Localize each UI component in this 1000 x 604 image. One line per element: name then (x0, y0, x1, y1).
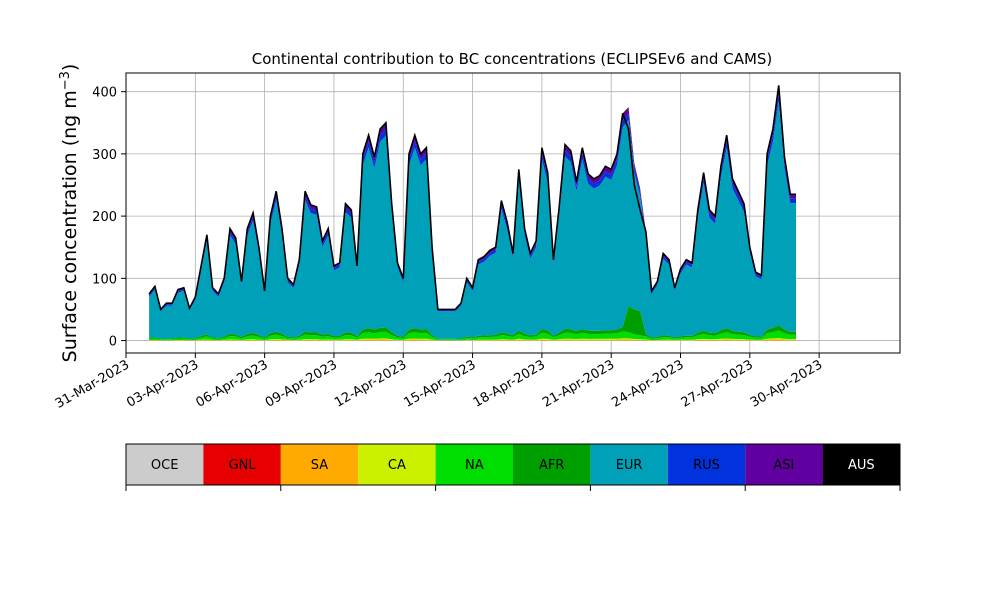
x-tick-label: 12-Apr-2023 (332, 357, 409, 410)
y-axis-label: Surface concentration (ng m−3) (58, 64, 81, 363)
legend-label-sa: SA (311, 458, 328, 473)
legend-swatch-ca (358, 444, 436, 485)
legend-swatch-aus (822, 444, 900, 485)
legend-label-afr: AFR (539, 458, 564, 473)
legend-label-oce: OCE (151, 458, 179, 473)
x-tick-label: 09-Apr-2023 (263, 357, 340, 410)
x-tick-label: 30-Apr-2023 (748, 357, 825, 410)
area-afr (149, 306, 797, 340)
y-axis-label-exponent: −3 (58, 71, 73, 90)
y-tick-label: 400 (92, 86, 117, 101)
x-tick-label: 24-Apr-2023 (609, 357, 686, 410)
legend-swatch-na (435, 444, 513, 485)
legend-label-aus: AUS (848, 458, 875, 473)
y-axis-label-main: Surface concentration (ng m (59, 90, 81, 362)
area-eur (149, 100, 797, 339)
legend-label-eur: EUR (616, 458, 643, 473)
legend-label-gnl: GNL (229, 458, 257, 473)
legend-swatch-gnl (203, 444, 281, 485)
x-tick-label: 27-Apr-2023 (679, 357, 756, 410)
legend-label-na: NA (465, 458, 484, 473)
legend-swatch-asi (745, 444, 823, 485)
legend-swatch-rus (667, 444, 746, 485)
x-tick-label: 03-Apr-2023 (124, 357, 201, 410)
legend-colorbar: OCE GNL SA CA NA AFR EUR RUS ASI AUS (125, 443, 901, 491)
plot-frame (125, 72, 901, 354)
x-tick-label: 06-Apr-2023 (194, 357, 271, 410)
x-tick-label: 21-Apr-2023 (540, 357, 617, 410)
legend-swatch-sa (280, 444, 359, 485)
y-axis-label-close: ) (59, 64, 81, 71)
y-tick-label: 0 (109, 335, 117, 350)
y-tick-label: 300 (92, 148, 117, 163)
area-na (149, 330, 797, 341)
area-ca (149, 338, 797, 341)
stacked-areas (148, 85, 797, 341)
legend-swatch-oce (126, 444, 204, 485)
x-tick-label: 18-Apr-2023 (471, 357, 548, 410)
y-tick-label: 100 (92, 272, 117, 287)
x-tick-label: 15-Apr-2023 (401, 357, 478, 410)
total-line (148, 85, 796, 312)
x-tick-label: 31-Mar-2023 (53, 357, 132, 411)
legend-swatch-afr (513, 444, 591, 485)
legend-label-rus: RUS (693, 458, 720, 473)
area-sa (149, 339, 797, 341)
legend-label-asi: ASI (773, 458, 794, 473)
legend-label-ca: CA (388, 458, 406, 473)
legend-swatch-eur (590, 444, 668, 485)
legend-frame (125, 443, 901, 486)
y-tick-label: 200 (92, 210, 117, 225)
chart-title: Continental contribution to BC concentra… (252, 50, 773, 68)
